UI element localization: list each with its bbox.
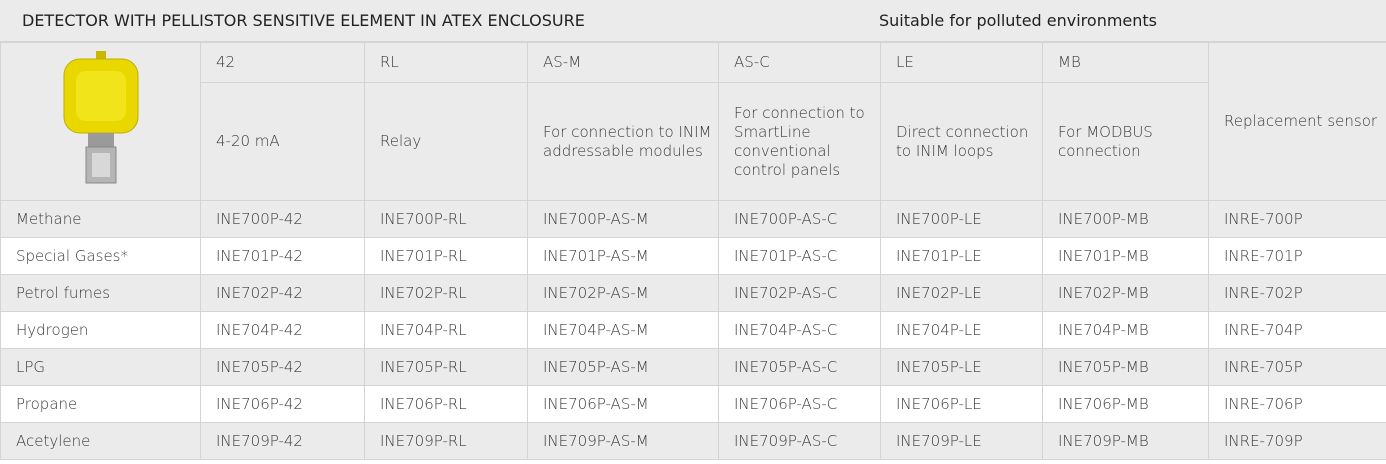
subtitle: Suitable for polluted environments [879,11,1158,30]
product-code-cell: INE705P-MB [1042,348,1209,386]
product-code-cell: INE701P-AS-C [718,237,881,275]
product-code-cell: INE700P-AS-C [718,200,881,238]
product-code-cell: INE709P-AS-M [527,422,719,460]
product-code-cell: INE706P-42 [200,385,365,423]
product-code-cell: INE702P-AS-C [718,274,881,312]
product-code-cell: INE702P-LE [880,274,1043,312]
product-code-cell: INE709P-42 [200,422,365,460]
data-row: Methane INE700P-42 INE700P-RL INE700P-AS-M I… [0,200,1386,238]
product-code-cell: INRE-706P [1208,385,1386,423]
description-cell: Relay [364,82,528,201]
description-cell: Direct connection to INIM loops [880,82,1043,201]
gas-cell: LPG [0,348,201,386]
product-code-cell: INE705P-AS-C [718,348,881,386]
product-code-cell: INE702P-42 [200,274,365,312]
product-code-cell: INE700P-MB [1042,200,1209,238]
product-code-cell: INE702P-RL [364,274,528,312]
code-cell: AS-C [718,42,881,83]
description-cell: For connection to SmartLine conventional… [718,82,881,201]
product-code-cell: INE704P-RL [364,311,528,349]
product-code-cell: INE706P-LE [880,385,1043,423]
product-code-cell: INRE-702P [1208,274,1386,312]
product-code-cell: INE709P-RL [364,422,528,460]
data-row: Propane INE706P-42 INE706P-RL INE706P-AS-M I… [0,385,1386,423]
product-code-cell: INE705P-RL [364,348,528,386]
gas-cell: Acetylene [0,422,201,460]
product-code-cell: INE701P-AS-M [527,237,719,275]
description-row: 4-20 mA Relay For connection to INIM addre… [1,82,1386,201]
product-code-cell: INE701P-RL [364,237,528,275]
description-cell: For MODBUS connection [1042,82,1209,201]
description-cell: For connection to INIM addressable modul… [527,82,719,201]
product-code-cell: INE701P-42 [200,237,365,275]
product-code-cell: INRE-700P [1208,200,1386,238]
product-table: 42 RL AS-M AS-C LE MB Replacement sensor 4-20 m… [0,42,1386,460]
product-image-cell [0,42,201,201]
title-bar: DETECTOR WITH PELLISTOR SENSITIVE ELEMEN… [0,0,1386,42]
gas-cell: Hydrogen [0,311,201,349]
code-cell: AS-M [527,42,719,83]
product-code-cell: INRE-704P [1208,311,1386,349]
product-code-cell: INE706P-AS-M [527,385,719,423]
data-row: Acetylene INE709P-42 INE709P-RL INE709P-AS-… [0,422,1386,460]
product-code-cell: INE705P-AS-M [527,348,719,386]
product-code-cell: INE709P-MB [1042,422,1209,460]
product-code-cell: INE706P-MB [1042,385,1209,423]
data-row: LPG INE705P-42 INE705P-RL INE705P-AS-M INE70… [0,348,1386,386]
product-code-cell: INE702P-MB [1042,274,1209,312]
product-code-cell: INE705P-42 [200,348,365,386]
product-code-cell: INE701P-LE [880,237,1043,275]
gas-cell: Special Gases* [0,237,201,275]
code-cell: RL [364,42,528,83]
title: DETECTOR WITH PELLISTOR SENSITIVE ELEMEN… [22,11,585,30]
product-code-cell: INE704P-42 [200,311,365,349]
product-code-cell: INE700P-LE [880,200,1043,238]
detector-image [63,51,138,184]
product-code-cell: INE709P-AS-C [718,422,881,460]
product-code-cell: INE700P-AS-M [527,200,719,238]
data-row: Special Gases* INE701P-42 INE701P-RL INE701… [0,237,1386,275]
product-code-cell: INE704P-MB [1042,311,1209,349]
product-code-cell: INE701P-MB [1042,237,1209,275]
gas-cell: Petrol fumes [0,274,201,312]
product-code-cell: INRE-705P [1208,348,1386,386]
code-cell: MB [1042,42,1209,83]
code-row: 42 RL AS-M AS-C LE MB Replacement sensor [0,42,1386,201]
product-code-cell: INRE-701P [1208,237,1386,275]
gas-cell: Methane [0,200,201,238]
product-code-cell: INE705P-LE [880,348,1043,386]
product-code-cell: INE706P-AS-C [718,385,881,423]
product-code-cell: INE702P-AS-M [527,274,719,312]
description-cell: Replacement sensor [1208,42,1386,201]
gas-cell: Propane [0,385,201,423]
product-code-cell: INE704P-AS-C [718,311,881,349]
product-code-cell: INE706P-RL [364,385,528,423]
product-code-cell: INE700P-RL [364,200,528,238]
product-code-cell: INE704P-LE [880,311,1043,349]
data-row: Petrol fumes INE702P-42 INE702P-RL INE702P-… [0,274,1386,312]
code-cell: 42 [200,42,365,83]
code-cell: LE [880,42,1043,83]
product-code-cell: INE709P-LE [880,422,1043,460]
product-code-cell: INE700P-42 [200,200,365,238]
product-code-cell: INRE-709P [1208,422,1386,460]
description-cell: 4-20 mA [200,82,365,201]
data-row: Hydrogen INE704P-42 INE704P-RL INE704P-AS-M… [0,311,1386,349]
product-code-cell: INE704P-AS-M [527,311,719,349]
